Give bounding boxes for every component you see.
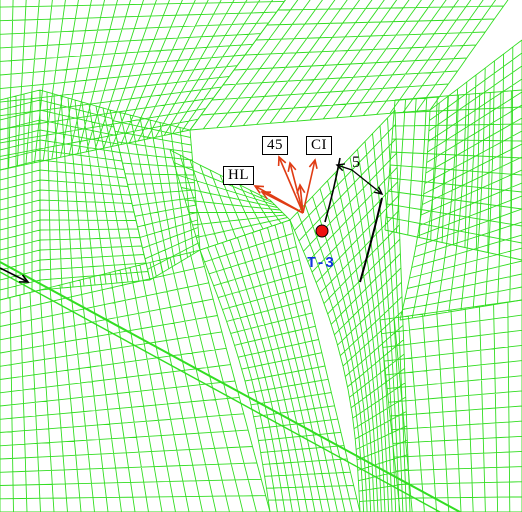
external-load-arrow <box>0 267 30 283</box>
mesh-seam-line <box>0 261 461 512</box>
mesh-lower-left-plane <box>0 249 271 512</box>
mesh-fillet-left <box>199 219 361 512</box>
annotation-layer <box>0 155 384 283</box>
angle-45-label-box: 45 <box>262 136 288 155</box>
mesh-lower-right <box>379 299 522 512</box>
ci-label-box: CI <box>306 136 332 155</box>
section-curve-inner <box>324 157 341 223</box>
dimension-line <box>351 169 368 183</box>
mesh-seam-line-2 <box>0 271 441 512</box>
vector-hl-inner-arrow <box>260 191 304 214</box>
vector-45-arrow <box>277 155 304 214</box>
mesh-right-wall <box>399 39 522 321</box>
vector-45-inner-arrow <box>287 161 304 214</box>
mesh-left-block <box>39 89 151 291</box>
mesh-upper-surface <box>0 0 286 171</box>
distance-label: 5 <box>352 154 360 171</box>
point-t3-label: T-3 <box>307 255 335 272</box>
vector-ci-inner-arrow <box>296 183 306 214</box>
dimension-arrow-right <box>366 181 384 196</box>
section-curve-outer <box>359 197 383 283</box>
mesh-step-top <box>169 149 291 251</box>
dimension-arrow-left <box>335 163 353 172</box>
mesh-upper-right-surface <box>189 0 509 131</box>
vector-ci-arrow <box>302 158 318 214</box>
hl-label-box: HL <box>223 166 254 185</box>
point-t3-marker <box>315 224 329 238</box>
mesh-fillet-right <box>289 109 411 512</box>
mesh-left-slab <box>0 89 41 301</box>
